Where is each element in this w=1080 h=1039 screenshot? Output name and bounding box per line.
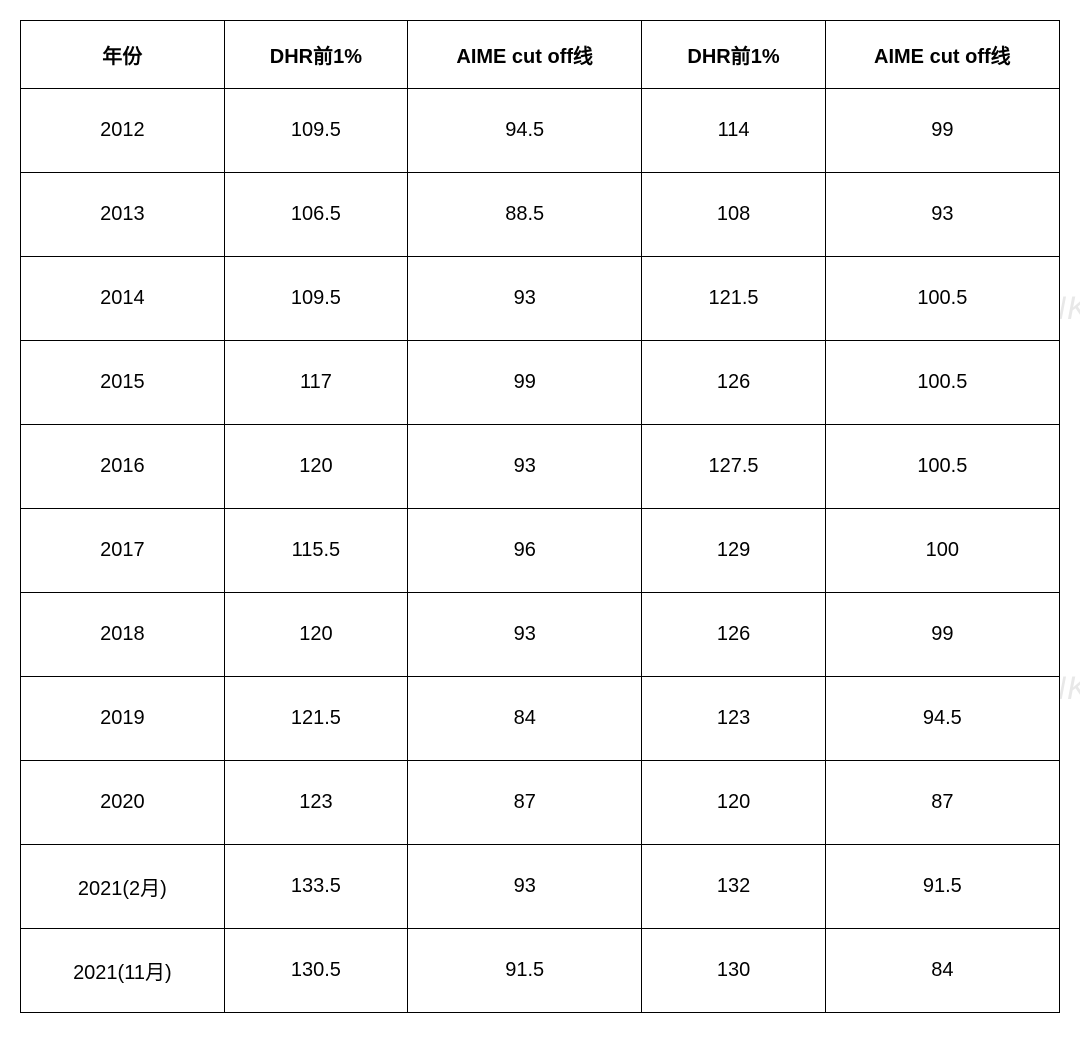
cell-year: 2020 bbox=[21, 761, 225, 845]
cell-value: 129 bbox=[642, 509, 825, 593]
cell-value: 123 bbox=[224, 761, 407, 845]
cell-value: 109.5 bbox=[224, 257, 407, 341]
header-dhr-1: DHR前1% bbox=[224, 21, 407, 89]
header-dhr-2: DHR前1% bbox=[642, 21, 825, 89]
cell-value: 94.5 bbox=[408, 89, 642, 173]
table-row: 2017 115.5 96 129 100 bbox=[21, 509, 1060, 593]
cell-value: 87 bbox=[825, 761, 1059, 845]
cell-value: 130.5 bbox=[224, 929, 407, 1013]
cell-value: 93 bbox=[825, 173, 1059, 257]
cell-value: 123 bbox=[642, 677, 825, 761]
cell-year: 2013 bbox=[21, 173, 225, 257]
header-year: 年份 bbox=[21, 21, 225, 89]
cell-value: 108 bbox=[642, 173, 825, 257]
cell-value: 93 bbox=[408, 425, 642, 509]
cell-value: 100.5 bbox=[825, 257, 1059, 341]
cell-value: 93 bbox=[408, 593, 642, 677]
cell-year: 2019 bbox=[21, 677, 225, 761]
table-row: 2019 121.5 84 123 94.5 bbox=[21, 677, 1060, 761]
cell-value: 100.5 bbox=[825, 425, 1059, 509]
cell-value: 91.5 bbox=[825, 845, 1059, 929]
table-row: 2021(11月) 130.5 91.5 130 84 bbox=[21, 929, 1060, 1013]
cell-value: 121.5 bbox=[642, 257, 825, 341]
data-table: 年份 DHR前1% AIME cut off线 DHR前1% AIME cut … bbox=[20, 20, 1060, 1013]
cell-value: 127.5 bbox=[642, 425, 825, 509]
cell-value: 126 bbox=[642, 593, 825, 677]
cell-value: 91.5 bbox=[408, 929, 642, 1013]
cell-value: 117 bbox=[224, 341, 407, 425]
cell-value: 84 bbox=[825, 929, 1059, 1013]
cell-value: 99 bbox=[825, 593, 1059, 677]
cell-value: 96 bbox=[408, 509, 642, 593]
header-aime-1: AIME cut off线 bbox=[408, 21, 642, 89]
table-row: 2018 120 93 126 99 bbox=[21, 593, 1060, 677]
cell-value: 106.5 bbox=[224, 173, 407, 257]
cell-value: 115.5 bbox=[224, 509, 407, 593]
cell-value: 99 bbox=[825, 89, 1059, 173]
table-row: 2015 117 99 126 100.5 bbox=[21, 341, 1060, 425]
cell-value: 114 bbox=[642, 89, 825, 173]
cell-year: 2021(11月) bbox=[21, 929, 225, 1013]
cell-value: 84 bbox=[408, 677, 642, 761]
cell-year: 2021(2月) bbox=[21, 845, 225, 929]
cell-year: 2018 bbox=[21, 593, 225, 677]
table-row: 2012 109.5 94.5 114 99 bbox=[21, 89, 1060, 173]
cell-value: 87 bbox=[408, 761, 642, 845]
table-header-row: 年份 DHR前1% AIME cut off线 DHR前1% AIME cut … bbox=[21, 21, 1060, 89]
cell-value: 109.5 bbox=[224, 89, 407, 173]
cell-value: 94.5 bbox=[825, 677, 1059, 761]
cell-value: 100.5 bbox=[825, 341, 1059, 425]
table-row: 2013 106.5 88.5 108 93 bbox=[21, 173, 1060, 257]
cell-year: 2016 bbox=[21, 425, 225, 509]
cell-value: 120 bbox=[224, 425, 407, 509]
cell-value: 130 bbox=[642, 929, 825, 1013]
table-row: 2021(2月) 133.5 93 132 91.5 bbox=[21, 845, 1060, 929]
cell-year: 2014 bbox=[21, 257, 225, 341]
cell-value: 120 bbox=[224, 593, 407, 677]
cell-year: 2017 bbox=[21, 509, 225, 593]
cell-value: 121.5 bbox=[224, 677, 407, 761]
table-row: 2016 120 93 127.5 100.5 bbox=[21, 425, 1060, 509]
cell-value: 99 bbox=[408, 341, 642, 425]
cell-value: 126 bbox=[642, 341, 825, 425]
cell-value: 88.5 bbox=[408, 173, 642, 257]
cell-year: 2012 bbox=[21, 89, 225, 173]
cell-value: 100 bbox=[825, 509, 1059, 593]
cell-value: 93 bbox=[408, 257, 642, 341]
cell-year: 2015 bbox=[21, 341, 225, 425]
table-row: 2014 109.5 93 121.5 100.5 bbox=[21, 257, 1060, 341]
cell-value: 132 bbox=[642, 845, 825, 929]
cell-value: 133.5 bbox=[224, 845, 407, 929]
table-row: 2020 123 87 120 87 bbox=[21, 761, 1060, 845]
cell-value: 120 bbox=[642, 761, 825, 845]
header-aime-2: AIME cut off线 bbox=[825, 21, 1059, 89]
table-body: 2012 109.5 94.5 114 99 2013 106.5 88.5 1… bbox=[21, 89, 1060, 1013]
table-container: 年份 DHR前1% AIME cut off线 DHR前1% AIME cut … bbox=[20, 20, 1060, 1013]
cell-value: 93 bbox=[408, 845, 642, 929]
